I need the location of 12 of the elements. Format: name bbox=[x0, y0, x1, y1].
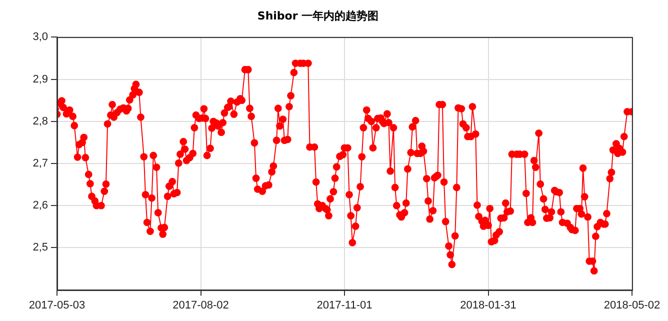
y-tick-label: 2,6 bbox=[32, 200, 48, 212]
y-tick-label: 2,9 bbox=[32, 73, 48, 86]
y-tick-label: 2,7 bbox=[32, 158, 48, 170]
x-tick-label: 2018-01-31 bbox=[460, 299, 516, 312]
x-tick-label: 2017-05-03 bbox=[28, 299, 86, 312]
x-tick-label: 2018-05-02 bbox=[604, 299, 660, 312]
chart-title: Shibor 一年内的趋势图 bbox=[257, 9, 379, 22]
x-tick-label: 2017-08-02 bbox=[172, 299, 229, 312]
y-tick-label: 3,0 bbox=[32, 31, 48, 44]
y-tick-label: 2,8 bbox=[32, 115, 48, 128]
x-tick-label: 2017-11-01 bbox=[316, 299, 372, 312]
y-tick-label: 2,5 bbox=[32, 242, 48, 254]
